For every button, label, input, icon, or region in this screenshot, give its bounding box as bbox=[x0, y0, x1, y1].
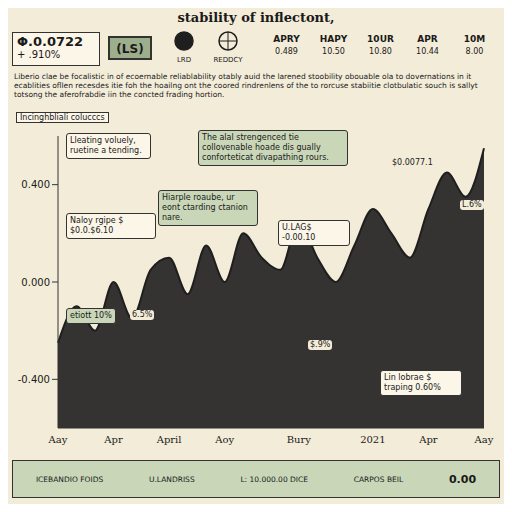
svg-text:April: April bbox=[156, 434, 182, 445]
html-text:Liberio clae be focalistic in: Liberio clae be focalistic in of ecoerna… bbox=[14, 72, 478, 99]
html-text:HAPY: HAPY bbox=[319, 34, 348, 44]
html-text:Lleating voluely, ruetine a te: Lleating voluely, ruetine a tending. bbox=[70, 136, 142, 155]
svg-text:-0.400: -0.400 bbox=[18, 374, 50, 385]
html-text:L: 10.000.00 DICE: L: 10.000.00 DICE bbox=[240, 474, 308, 484]
html-text:$0.0077.1: $0.0077.1 bbox=[392, 158, 433, 167]
html-text:(LS): (LS) bbox=[116, 42, 144, 56]
html-text:10.44: 10.44 bbox=[416, 47, 439, 56]
html-text:ICEBANDIO FOIDS: ICEBANDIO FOIDS bbox=[35, 474, 104, 484]
html-text:Naloy rgipe $ $0.0.$6.10: Naloy rgipe $ $0.0.$6.10 bbox=[70, 216, 124, 235]
html-text:CARPOS BEIL: CARPOS BEIL bbox=[353, 474, 404, 484]
html-text:U.LAG$ -0.00.10: U.LAG$ -0.00.10 bbox=[282, 223, 316, 242]
html-text:REDDCY: REDDCY bbox=[213, 56, 243, 64]
html-text:0.489: 0.489 bbox=[275, 47, 298, 56]
svg-text:0.000: 0.000 bbox=[21, 277, 50, 288]
html-text:Hiarple roaube, ur eont ctardi: Hiarple roaube, ur eont ctarding ctanion… bbox=[162, 193, 248, 222]
svg-text:2021: 2021 bbox=[360, 434, 385, 445]
html-text:stability of inflectont,: stability of inflectont, bbox=[177, 10, 335, 25]
svg-text:Aoy: Aoy bbox=[214, 434, 234, 445]
svg-text:Apr: Apr bbox=[418, 434, 438, 445]
html-text:etiott 10%: etiott 10% bbox=[70, 311, 112, 320]
html-text:Incinghbliali colucccs: Incinghbliali colucccs bbox=[20, 113, 105, 122]
html-text:The alal strengenced tie collo: The alal strengenced tie collovenable ho… bbox=[202, 133, 329, 162]
html-text:10.80: 10.80 bbox=[369, 47, 392, 56]
html-text:0.00: 0.00 bbox=[448, 472, 477, 486]
html-text:$.9%: $.9% bbox=[310, 340, 331, 349]
svg-text:0.400: 0.400 bbox=[21, 179, 50, 190]
svg-text:Aay: Aay bbox=[48, 434, 68, 445]
html-text:10UR: 10UR bbox=[367, 34, 394, 44]
svg-text:Aay: Aay bbox=[474, 434, 494, 445]
html-text:10.50: 10.50 bbox=[322, 47, 345, 56]
html-text:Φ.0.0722: Φ.0.0722 bbox=[17, 34, 84, 49]
svg-text:Apr: Apr bbox=[103, 434, 123, 445]
html-text:Lin lobrae $ traping 0.60%: Lin lobrae $ traping 0.60% bbox=[384, 373, 441, 392]
html-text:L.6%: L.6% bbox=[462, 200, 482, 209]
html-text:LRD: LRD bbox=[176, 56, 192, 64]
html-text:APRY: APRY bbox=[273, 34, 300, 44]
html-text:U.LANDRISS: U.LANDRISS bbox=[149, 474, 195, 484]
html-text:+ .910%: + .910% bbox=[17, 49, 61, 60]
html-text:10M: 10M bbox=[463, 34, 486, 44]
html-text:APR: APR bbox=[417, 34, 438, 44]
svg-text:Bury: Bury bbox=[287, 434, 312, 445]
html-text:8.00: 8.00 bbox=[465, 47, 484, 56]
html-text:6.5%: 6.5% bbox=[132, 310, 153, 319]
